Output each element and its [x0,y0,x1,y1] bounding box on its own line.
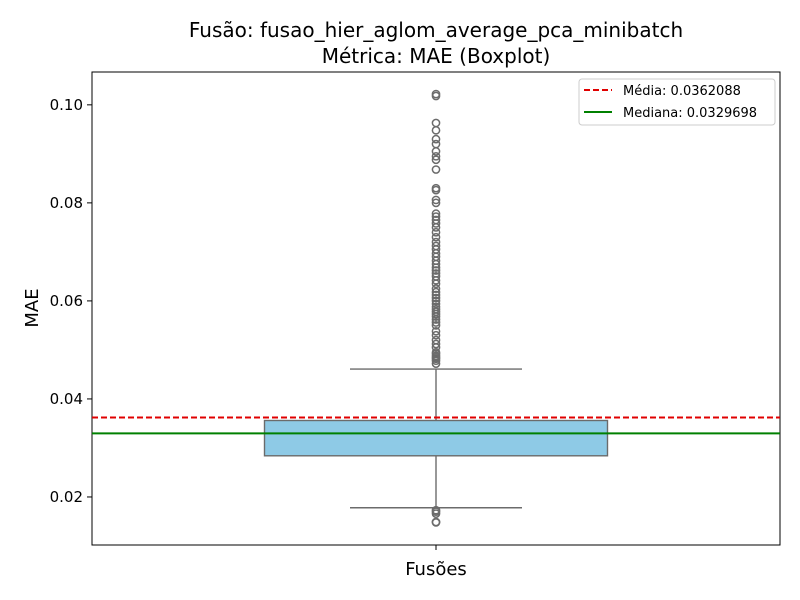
outlier-point [431,290,441,300]
outlier-point [431,287,441,297]
y-tick-label: 0.06 [50,292,83,310]
outlier-point [431,318,441,327]
outlier-point [431,241,441,251]
outlier-point [431,326,441,336]
outlier-point [431,330,441,340]
outlier-point [431,348,441,357]
outlier-point [431,339,441,349]
outlier-point [431,134,441,144]
outlier-point [431,272,441,281]
y-axis-label: MAE [22,288,43,327]
y-tick-label: 0.02 [50,488,83,506]
legend-mean-label: Média: 0.0362088 [623,84,741,99]
outlier-point [431,335,441,345]
outlier-point [431,195,441,205]
outlier-point [431,299,441,309]
outlier-point [431,232,441,242]
chart-title-line2: Métrica: MAE (Boxplot) [322,44,551,68]
outlier-point [431,302,441,312]
outlier-point [431,89,441,99]
legend: Média: 0.0362088 Mediana: 0.0329698 [578,78,776,126]
legend-median-label: Mediana: 0.0329698 [623,106,757,121]
outlier-point [431,209,441,219]
outlier-point [431,296,441,306]
outlier-point [431,118,441,128]
outlier-point [431,165,441,174]
outlier-point [431,505,441,515]
outlier-point [431,517,441,527]
outlier-point [431,155,441,165]
y-tick-label: 0.08 [50,194,83,212]
x-axis-label: Fusões [405,559,467,580]
outlier-point [431,151,441,161]
iqr-box [263,419,609,457]
outlier-point [431,284,441,293]
y-tick-label: 0.10 [50,96,83,114]
y-tick-label: 0.04 [50,390,83,408]
legend-box [578,78,776,126]
y-axis: 0.02 0.04 0.06 0.08 0.10 [50,96,92,506]
outlier-point [431,321,441,330]
outlier-point [431,198,441,208]
outlier-point [431,269,441,278]
outlier-point [431,304,441,314]
outlier-point [431,293,441,303]
chart-title-line1: Fusão: fusao_hier_aglom_average_pca_mini… [189,18,683,42]
reference-lines [92,416,780,435]
outlier-point [431,237,441,247]
box-group [263,368,609,509]
outlier-point [431,212,441,221]
outlier-group [431,89,441,527]
outlier-point [431,139,441,149]
outlier-point [431,183,441,193]
outlier-point [431,266,441,275]
outlier-point [431,215,441,225]
outlier-point [431,227,441,237]
